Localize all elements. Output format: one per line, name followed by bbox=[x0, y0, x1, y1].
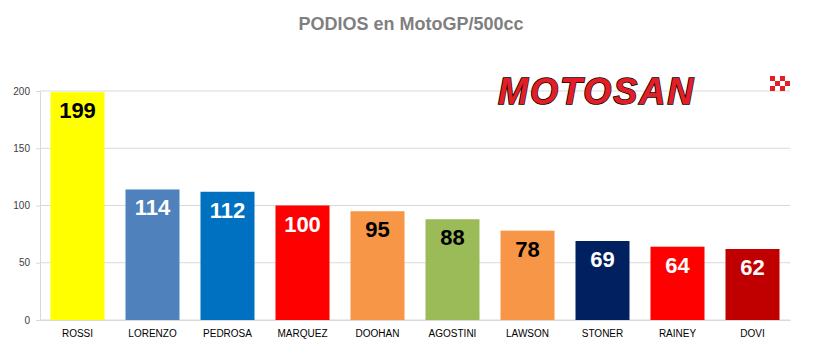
chart-container: 0 50 100 150 200 ROSSI LORENZO PEDROSA MARQUEZ DO… bbox=[0, 0, 822, 354]
x-tick: AGOSTINI bbox=[429, 328, 477, 339]
flag-square bbox=[775, 81, 780, 86]
x-tick: STONER bbox=[582, 328, 624, 339]
x-tick-label: ROSSI bbox=[62, 328, 93, 339]
bar bbox=[126, 189, 180, 320]
x-tick: ROSSI bbox=[62, 328, 93, 339]
flag-square bbox=[770, 86, 775, 91]
x-tick-label: STONER bbox=[582, 328, 624, 339]
flag-square bbox=[780, 76, 785, 81]
x-tick-label: AGOSTINI bbox=[429, 328, 477, 339]
x-tick-label: PEDROSA bbox=[203, 328, 252, 339]
x-tick-label: DOVI bbox=[740, 328, 764, 339]
data-label: 199 bbox=[59, 98, 96, 123]
y-tick-mark bbox=[36, 263, 40, 264]
x-tick: LORENZO bbox=[128, 328, 177, 339]
flag-square bbox=[780, 86, 785, 91]
data-label: 88 bbox=[440, 225, 464, 250]
y-tick-label: 150 bbox=[13, 143, 30, 154]
grid bbox=[40, 91, 790, 320]
y-tick: 0 bbox=[24, 315, 40, 326]
title: PODIOS en MotoGP/500cc bbox=[298, 14, 523, 34]
bar bbox=[651, 247, 705, 320]
bar bbox=[351, 211, 405, 320]
x-tick-label: LORENZO bbox=[128, 328, 177, 339]
bar bbox=[501, 231, 555, 320]
x-tick-label: DOOHAN bbox=[356, 328, 400, 339]
annotation: MOTOSAN bbox=[498, 71, 695, 112]
data-label: 62 bbox=[740, 255, 764, 280]
y-tick-mark bbox=[36, 320, 40, 321]
logo: MOTOSAN bbox=[498, 71, 790, 112]
y-tick: 100 bbox=[13, 200, 40, 211]
data-label: 100 bbox=[284, 212, 321, 237]
y-tick: 150 bbox=[13, 143, 40, 154]
flag-square bbox=[770, 76, 775, 81]
bar bbox=[426, 219, 480, 320]
x-tick: RAINEY bbox=[659, 328, 697, 339]
bar bbox=[51, 92, 105, 320]
x-tick-label: LAWSON bbox=[506, 328, 549, 339]
y-tick-mark bbox=[36, 91, 40, 92]
y-axis-line bbox=[36, 92, 41, 321]
data-label: 95 bbox=[365, 217, 389, 242]
y-tick-label: 50 bbox=[19, 257, 31, 268]
y-tick-label: 100 bbox=[13, 200, 30, 211]
x-tick-label: MARQUEZ bbox=[278, 328, 328, 339]
chart-svg: 0 50 100 150 200 ROSSI LORENZO PEDROSA MARQUEZ DO… bbox=[0, 0, 822, 354]
y-tick: 50 bbox=[19, 257, 40, 268]
x-axis: ROSSI LORENZO PEDROSA MARQUEZ DOOHAN AGOSTINI… bbox=[41, 321, 791, 340]
x-tick: DOOHAN bbox=[356, 328, 400, 339]
checkered-flag bbox=[770, 76, 790, 91]
data-labels: 199 114 112 100 95 88 78 69 64 62 bbox=[59, 98, 765, 280]
bar bbox=[201, 192, 255, 320]
data-label: 69 bbox=[590, 247, 614, 272]
data-label: 114 bbox=[135, 195, 171, 220]
x-tick: MARQUEZ bbox=[278, 328, 328, 339]
x-axis-line bbox=[41, 320, 791, 321]
x-tick: PEDROSA bbox=[203, 328, 252, 339]
y-tick: 200 bbox=[13, 86, 40, 97]
grid-line bbox=[40, 148, 790, 149]
x-tick-label: RAINEY bbox=[659, 328, 697, 339]
y-tick-mark bbox=[36, 206, 40, 207]
flag-square bbox=[785, 81, 790, 86]
x-tick: LAWSON bbox=[506, 328, 549, 339]
y-tick-mark bbox=[36, 148, 40, 149]
plot: 0 50 100 150 200 ROSSI LORENZO PEDROSA MARQUEZ DO… bbox=[13, 86, 790, 339]
y-tick-label: 200 bbox=[13, 86, 30, 97]
data-label: 64 bbox=[665, 253, 690, 278]
bar bbox=[576, 241, 630, 320]
bars bbox=[51, 92, 780, 320]
data-label: 78 bbox=[515, 237, 539, 262]
y-axis: 0 50 100 150 200 bbox=[13, 86, 40, 326]
data-label: 112 bbox=[210, 198, 246, 223]
bar bbox=[726, 249, 780, 320]
x-tick: DOVI bbox=[740, 328, 764, 339]
y-tick-label: 0 bbox=[24, 315, 30, 326]
bar bbox=[276, 206, 330, 321]
